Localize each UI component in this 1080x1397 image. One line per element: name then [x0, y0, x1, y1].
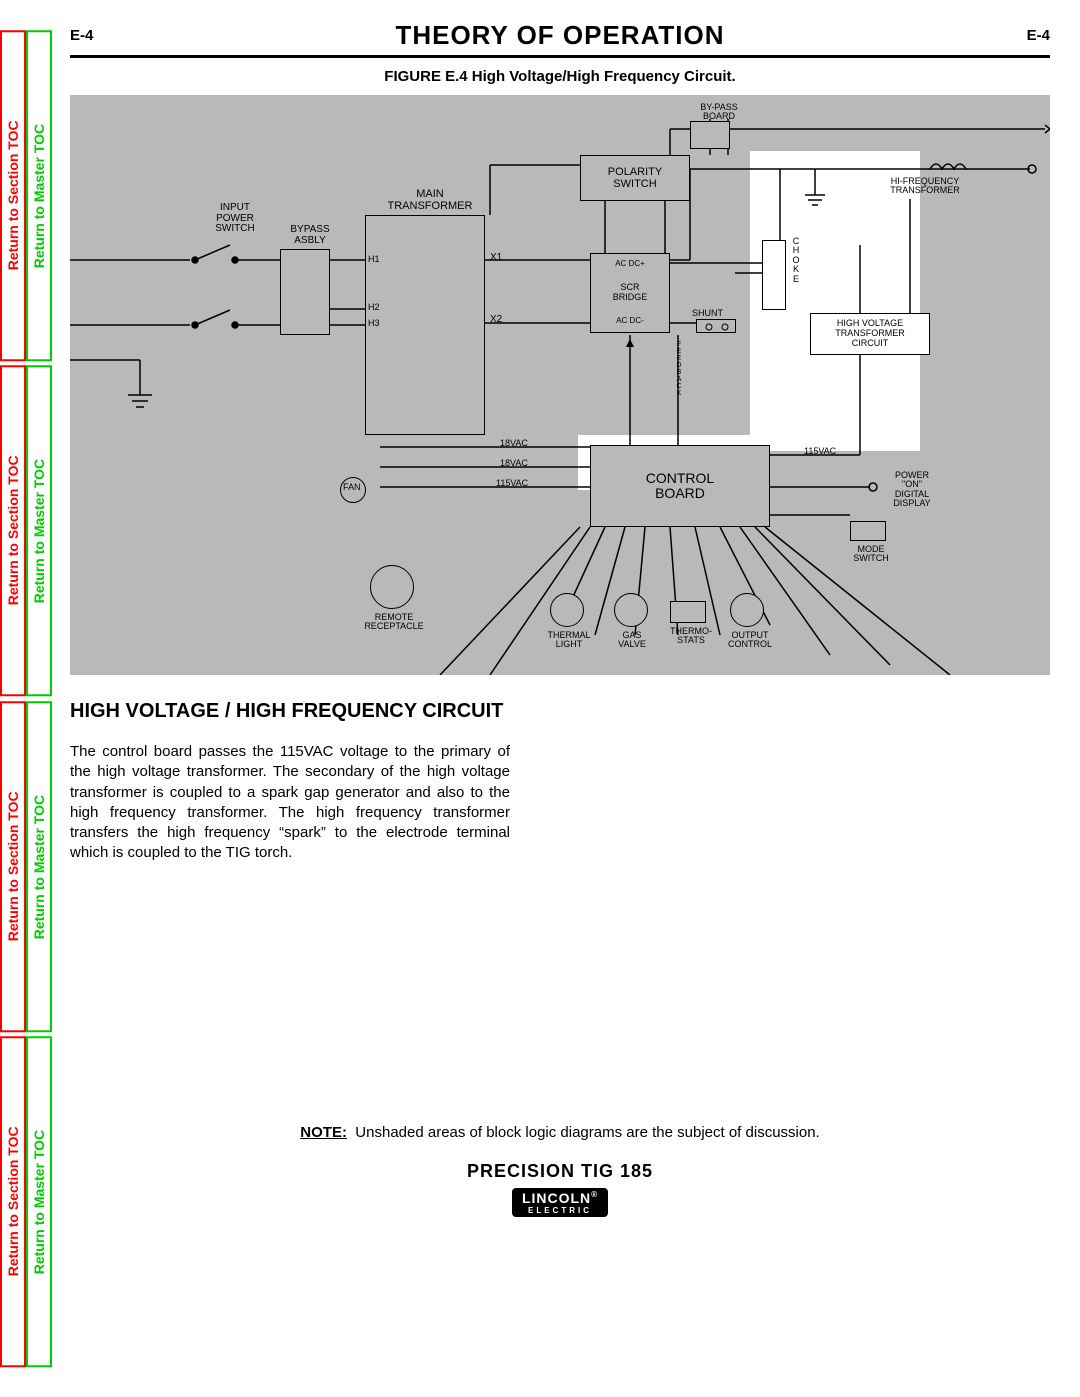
- note-label: NOTE:: [300, 1124, 347, 1141]
- h2: H2: [368, 303, 380, 312]
- bypass-board-label: BY-PASSBOARD: [684, 103, 754, 122]
- thermo-box: [670, 601, 706, 623]
- tab-column-section: Return to Section TOC Return to Section …: [0, 30, 26, 1367]
- scr-mid: SCRBRIDGE: [613, 283, 648, 303]
- scr-top: AC DC+: [615, 260, 645, 269]
- h1: H1: [368, 255, 380, 264]
- thermal-label: THERMALLIGHT: [540, 631, 598, 650]
- gas-label: GASVALVE: [610, 631, 654, 650]
- scr-bridge-box: AC DC+ SCRBRIDGE AC DC-: [590, 253, 670, 333]
- bypass-asbly-box: [280, 249, 330, 335]
- section-toc-link[interactable]: Return to Section TOC: [0, 30, 26, 361]
- h3: H3: [368, 319, 380, 328]
- master-toc-link[interactable]: Return to Master TOC: [26, 30, 52, 361]
- bypass-asbly-label: BYPASSASBLY: [280, 225, 340, 246]
- logo-bot: ELECTRIC: [512, 1206, 608, 1217]
- section-toc-link[interactable]: Return to Section TOC: [0, 1036, 26, 1367]
- v115-2: 115VAC: [804, 447, 836, 456]
- main-transformer-label: MAINTRANSFORMER: [370, 189, 490, 212]
- body-text: The control board passes the 115VAC volt…: [70, 742, 510, 864]
- x2: X2: [490, 315, 502, 326]
- section-toc-link[interactable]: Return to Section TOC: [0, 365, 26, 696]
- mode-switch-box: [850, 521, 886, 541]
- side-tabs: Return to Section TOC Return to Section …: [0, 30, 52, 1367]
- feedback-label: FEEDBACK: [674, 341, 684, 397]
- shunt-box: [696, 319, 736, 333]
- circuit-diagram: BY-PASSBOARD POLARITYSWITCH MAINTRANSFOR…: [70, 95, 1050, 675]
- page-number-right: E-4: [1027, 27, 1050, 44]
- output-circle: [730, 593, 764, 627]
- footer: PRECISION TIG 185 LINCOLN® ELECTRIC: [70, 1161, 1050, 1218]
- note: NOTE: Unshaded areas of block logic diag…: [70, 1124, 1050, 1141]
- page: E-4 THEORY OF OPERATION E-4 FIGURE E.4 H…: [70, 20, 1050, 1377]
- bypass-board-box: [690, 121, 730, 149]
- product-name: PRECISION TIG 185: [70, 1161, 1050, 1182]
- figure-caption: FIGURE E.4 High Voltage/High Frequency C…: [70, 68, 1050, 85]
- v18-1: 18VAC: [500, 439, 528, 448]
- note-text: Unshaded areas of block logic diagrams a…: [355, 1124, 819, 1141]
- hf-transformer-label: HI-FREQUENCYTRANSFORMER: [880, 177, 970, 196]
- output-label: OUTPUTCONTROL: [722, 631, 778, 650]
- tab-column-master: Return to Master TOC Return to Master TO…: [26, 30, 52, 1367]
- thermal-circle: [550, 593, 584, 627]
- header: E-4 THEORY OF OPERATION E-4: [70, 20, 1050, 58]
- section-heading: HIGH VOLTAGE / HIGH FREQUENCY CIRCUIT: [70, 699, 1050, 724]
- page-number-left: E-4: [70, 27, 93, 44]
- fan-label: FAN: [343, 483, 361, 492]
- hv-circuit-box: HIGH VOLTAGETRANSFORMERCIRCUIT: [810, 313, 930, 355]
- thermo-label: THERMO-STATS: [664, 627, 718, 646]
- v115-1: 115VAC: [496, 479, 528, 488]
- power-on-label: POWER"ON"DIGITALDISPLAY: [882, 471, 942, 509]
- remote-circle: [370, 565, 414, 609]
- master-toc-link[interactable]: Return to Master TOC: [26, 365, 52, 696]
- main-transformer-box: [365, 215, 485, 435]
- logo-top: LINCOLN®: [512, 1188, 608, 1206]
- choke-label: CHOKE: [790, 237, 802, 284]
- v18-2: 18VAC: [500, 459, 528, 468]
- x1: X1: [490, 253, 502, 264]
- shunt-label: SHUNT: [692, 309, 723, 318]
- polarity-switch-box: POLARITYSWITCH: [580, 155, 690, 201]
- mode-switch-label: MODESWITCH: [846, 545, 896, 564]
- page-title: THEORY OF OPERATION: [395, 20, 724, 51]
- section-toc-link[interactable]: Return to Section TOC: [0, 701, 26, 1032]
- lincoln-logo: LINCOLN® ELECTRIC: [512, 1188, 608, 1217]
- remote-label: REMOTERECEPTACLE: [354, 613, 434, 632]
- control-board-box: CONTROLBOARD: [590, 445, 770, 527]
- master-toc-link[interactable]: Return to Master TOC: [26, 1036, 52, 1367]
- master-toc-link[interactable]: Return to Master TOC: [26, 701, 52, 1032]
- input-switch-label: INPUTPOWERSWITCH: [200, 203, 270, 235]
- choke-box: [762, 240, 786, 310]
- gas-circle: [614, 593, 648, 627]
- scr-bot: AC DC-: [616, 317, 644, 326]
